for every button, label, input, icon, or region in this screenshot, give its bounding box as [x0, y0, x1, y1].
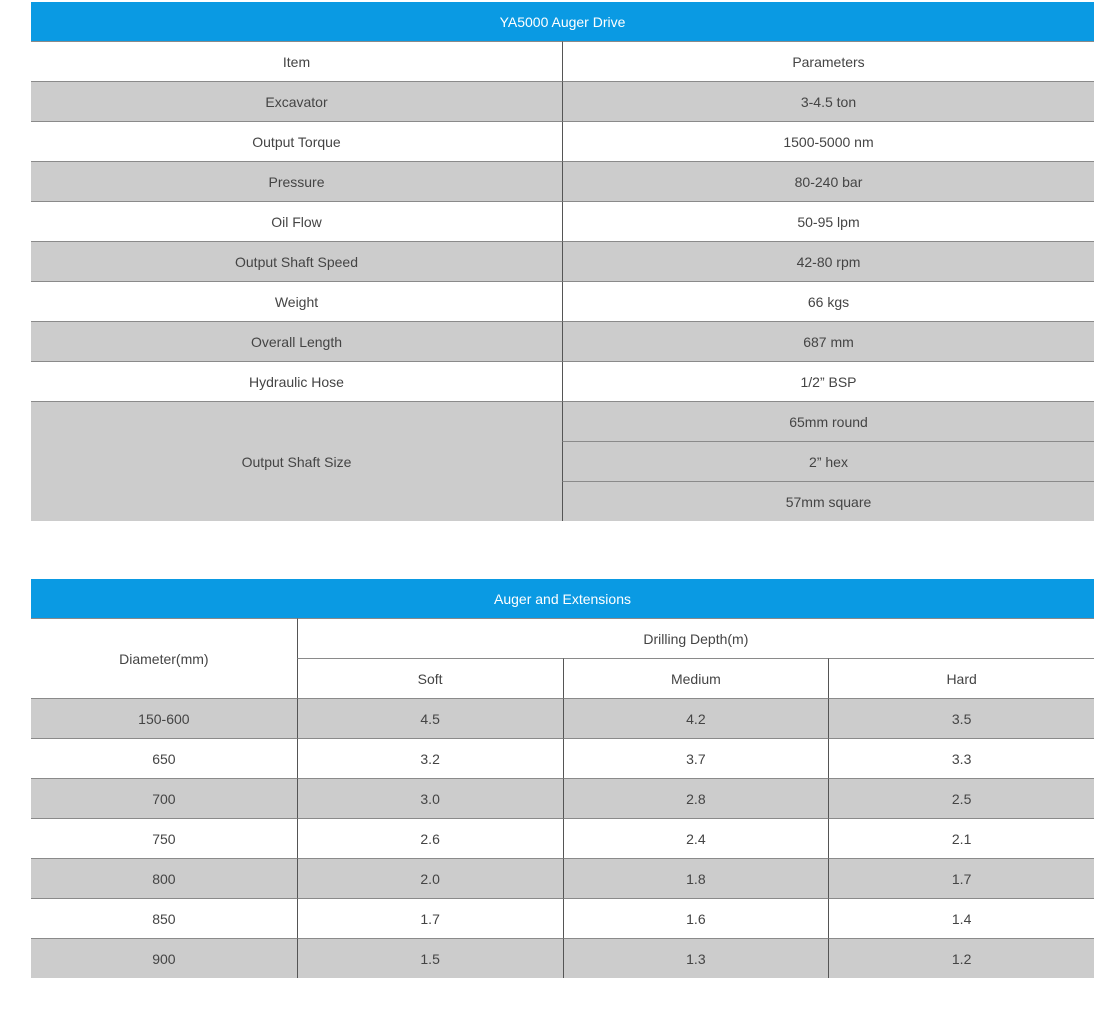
value-cell: 2” hex	[562, 441, 1094, 481]
header-cell: Drilling Depth(m)	[296, 618, 1094, 658]
depth-cell: 4.5	[296, 698, 563, 738]
depth-cell: 2.1	[828, 818, 1094, 858]
item-cell: Output Shaft Speed	[31, 241, 562, 281]
depth-cell: 1.8	[562, 858, 829, 898]
table-title: YA5000 Auger Drive	[31, 2, 1094, 41]
depth-cell: 3.2	[296, 738, 563, 778]
diameter-cell: 900	[31, 938, 297, 978]
item-cell: Excavator	[31, 81, 562, 121]
value-cell: 42-80 rpm	[562, 241, 1094, 281]
depth-cell: 3.3	[828, 738, 1094, 778]
depth-cell: 2.0	[296, 858, 563, 898]
item-cell: Output Torque	[31, 121, 562, 161]
item-cell: Weight	[31, 281, 562, 321]
depth-cell: 1.5	[296, 938, 563, 978]
item-cell: Overall Length	[31, 321, 562, 361]
header-cell: Hard	[828, 658, 1094, 698]
depth-cell: 1.2	[828, 938, 1094, 978]
depth-cell: 1.4	[828, 898, 1094, 938]
item-cell: Output Shaft Size	[31, 401, 562, 521]
item-cell: Hydraulic Hose	[31, 361, 562, 401]
depth-cell: 3.5	[828, 698, 1094, 738]
value-cell: 3-4.5 ton	[562, 81, 1094, 121]
header-cell: Medium	[562, 658, 829, 698]
diameter-cell: 150-600	[31, 698, 297, 738]
value-cell: 1/2” BSP	[562, 361, 1094, 401]
depth-cell: 1.7	[828, 858, 1094, 898]
header-cell: Parameters	[562, 41, 1094, 81]
item-cell: Oil Flow	[31, 201, 562, 241]
value-cell: 66 kgs	[562, 281, 1094, 321]
value-cell: 50-95 lpm	[562, 201, 1094, 241]
item-cell: Pressure	[31, 161, 562, 201]
value-cell: 65mm round	[562, 401, 1094, 441]
depth-cell: 3.7	[562, 738, 829, 778]
depth-cell: 4.2	[562, 698, 829, 738]
diameter-cell: 650	[31, 738, 297, 778]
header-cell: Item	[31, 41, 562, 81]
depth-cell: 3.0	[296, 778, 563, 818]
header-cell: Diameter(mm)	[31, 618, 297, 698]
diameter-cell: 850	[31, 898, 297, 938]
diameter-cell: 800	[31, 858, 297, 898]
table-title: Auger and Extensions	[31, 579, 1094, 618]
header-cell: Soft	[296, 658, 563, 698]
depth-cell: 1.3	[562, 938, 829, 978]
value-cell: 1500-5000 nm	[562, 121, 1094, 161]
value-cell: 80-240 bar	[562, 161, 1094, 201]
depth-cell: 2.4	[562, 818, 829, 858]
diameter-cell: 750	[31, 818, 297, 858]
depth-cell: 2.6	[296, 818, 563, 858]
value-cell: 687 mm	[562, 321, 1094, 361]
depth-cell: 1.6	[562, 898, 829, 938]
value-cell: 57mm square	[562, 481, 1094, 521]
depth-cell: 1.7	[296, 898, 563, 938]
diameter-cell: 700	[31, 778, 297, 818]
depth-cell: 2.8	[562, 778, 829, 818]
depth-cell: 2.5	[828, 778, 1094, 818]
